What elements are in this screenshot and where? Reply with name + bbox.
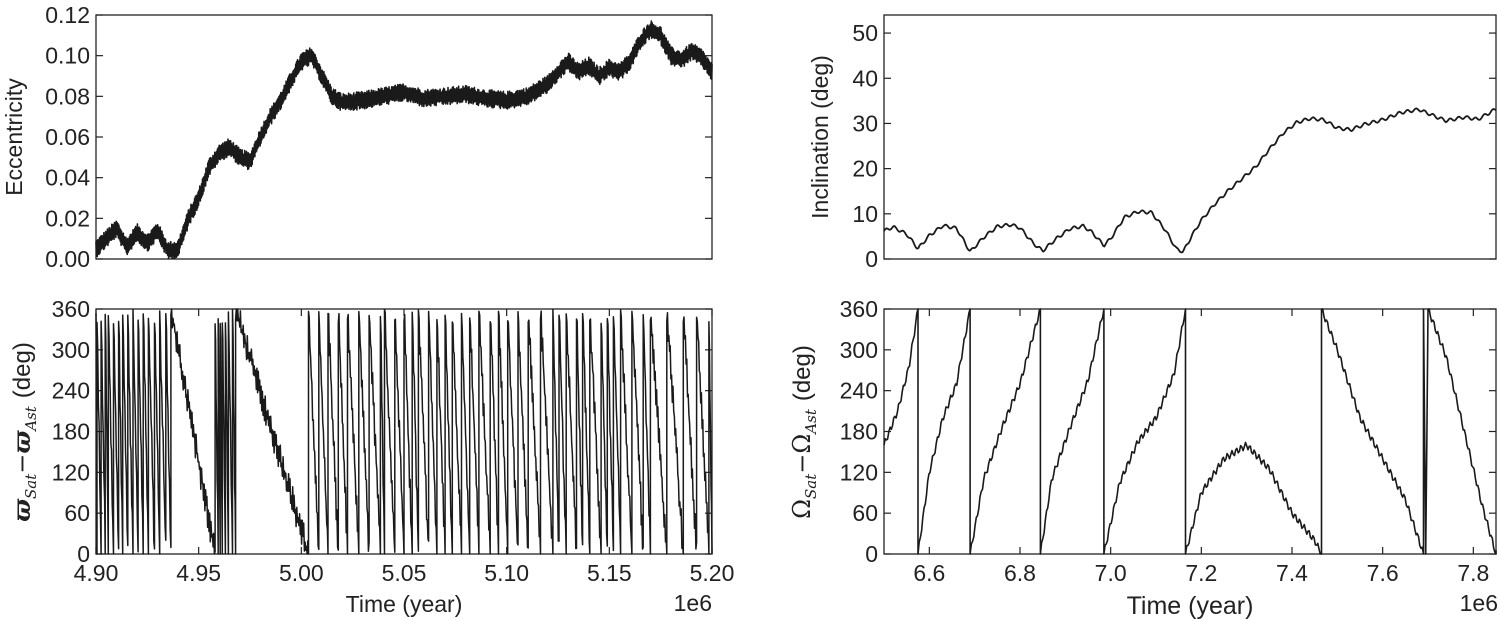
omega-y-tick-label: 360 xyxy=(840,296,878,322)
omega-y-tick-label: 0 xyxy=(865,541,878,567)
eccentricity-line xyxy=(95,20,713,260)
omega-x-tick-label: 7.4 xyxy=(1276,560,1308,586)
omega-x-tick-label: 7.2 xyxy=(1185,560,1217,586)
varpi-x-tick-label: 5.15 xyxy=(587,560,632,586)
omega-difference-panel: 0 60 120 180 240 300 360 6.6 6.8 7.0 7.2 7.4 7.6 7.8… xyxy=(788,296,1498,620)
eccentricity-y-tick-label: 0.02 xyxy=(45,205,90,231)
inclination-y-tick-label: 0 xyxy=(865,246,878,272)
varpi-x-tick-label: 5.20 xyxy=(690,560,735,586)
inclination-y-ticks: 0 10 20 30 40 50 xyxy=(852,20,1496,272)
eccentricity-panel: 0.00 0.02 0.04 0.06 0.08 0.10 0.12 Eccentricit… xyxy=(1,2,713,272)
eccentricity-y-label: Eccentricity xyxy=(1,78,27,196)
omega-x-tick-label: 7.8 xyxy=(1457,560,1489,586)
inclination-y-tick-label: 20 xyxy=(852,156,878,182)
varpi-y-ticks: 0 60 120 180 240 300 360 xyxy=(52,296,712,567)
omega-y-tick-label: 60 xyxy=(852,500,878,526)
varpi-y-tick-label: 300 xyxy=(52,337,90,363)
inclination-y-tick-label: 50 xyxy=(852,20,878,46)
eccentricity-series xyxy=(95,20,713,260)
varpi-x-tick-label: 4.95 xyxy=(176,560,221,586)
varpi-x-ticks: 4.90 4.95 5.00 5.05 5.10 5.15 5.20 xyxy=(74,309,735,586)
omega-x-tick-label: 6.8 xyxy=(1004,560,1036,586)
inclination-plot-frame xyxy=(883,14,1497,260)
omega-y-ticks: 0 60 120 180 240 300 360 xyxy=(840,296,1496,567)
omega-line xyxy=(883,308,1497,555)
varpi-y-tick-label: 0 xyxy=(77,541,90,567)
varpi-line xyxy=(95,308,713,555)
inclination-panel: 0 10 20 30 40 50 Inclination (deg) xyxy=(807,14,1497,272)
inclination-series xyxy=(883,107,1497,254)
varpi-x-offset-label: 1e6 xyxy=(674,590,712,616)
omega-series xyxy=(883,308,1497,555)
varpi-y-label: ϖSat−ϖAst(deg) xyxy=(7,342,40,522)
omega-y-tick-label: 120 xyxy=(840,459,878,485)
inclination-y-tick-label: 10 xyxy=(852,201,878,227)
omega-x-ticks: 6.6 6.8 7.0 7.2 7.4 7.6 7.8 xyxy=(913,309,1489,586)
eccentricity-y-tick-label: 0.12 xyxy=(45,2,90,28)
varpi-difference-panel: 0 60 120 180 240 300 360 4.90 4.95 5.00 5.05 5.10 5… xyxy=(7,296,734,617)
inclination-line xyxy=(883,107,1497,254)
varpi-x-tick-label: 5.05 xyxy=(382,560,427,586)
inclination-y-tick-label: 40 xyxy=(852,65,878,91)
varpi-y-tick-label: 180 xyxy=(52,419,90,445)
omega-y-label: ΩSat−ΩAst(deg) xyxy=(788,345,820,519)
omega-x-tick-label: 6.6 xyxy=(913,560,945,586)
omega-x-offset-label: 1e6 xyxy=(1460,590,1498,616)
inclination-y-label: Inclination (deg) xyxy=(807,55,833,219)
omega-y-tick-label: 300 xyxy=(840,337,878,363)
omega-x-tick-label: 7.0 xyxy=(1095,560,1127,586)
varpi-y-tick-label: 240 xyxy=(52,378,90,404)
eccentricity-y-ticks: 0.00 0.02 0.04 0.06 0.08 0.10 0.12 xyxy=(45,2,712,272)
varpi-x-tick-label: 5.00 xyxy=(279,560,324,586)
varpi-y-tick-label: 60 xyxy=(64,500,90,526)
varpi-series xyxy=(95,308,713,555)
varpi-x-tick-label: 5.10 xyxy=(484,560,529,586)
eccentricity-y-tick-label: 0.00 xyxy=(45,246,90,272)
varpi-x-tick-label: 4.90 xyxy=(74,560,119,586)
omega-x-tick-label: 7.6 xyxy=(1367,560,1399,586)
eccentricity-y-tick-label: 0.08 xyxy=(45,83,90,109)
varpi-y-tick-label: 360 xyxy=(52,296,90,322)
omega-y-tick-label: 240 xyxy=(840,378,878,404)
inclination-y-tick-label: 30 xyxy=(852,110,878,136)
varpi-y-tick-label: 120 xyxy=(52,459,90,485)
eccentricity-y-tick-label: 0.06 xyxy=(45,124,90,150)
eccentricity-y-tick-label: 0.04 xyxy=(45,165,90,191)
omega-x-label: Time (year) xyxy=(1127,592,1254,620)
omega-y-tick-label: 180 xyxy=(840,419,878,445)
varpi-x-label: Time (year) xyxy=(346,591,463,617)
eccentricity-y-tick-label: 0.10 xyxy=(45,43,90,69)
